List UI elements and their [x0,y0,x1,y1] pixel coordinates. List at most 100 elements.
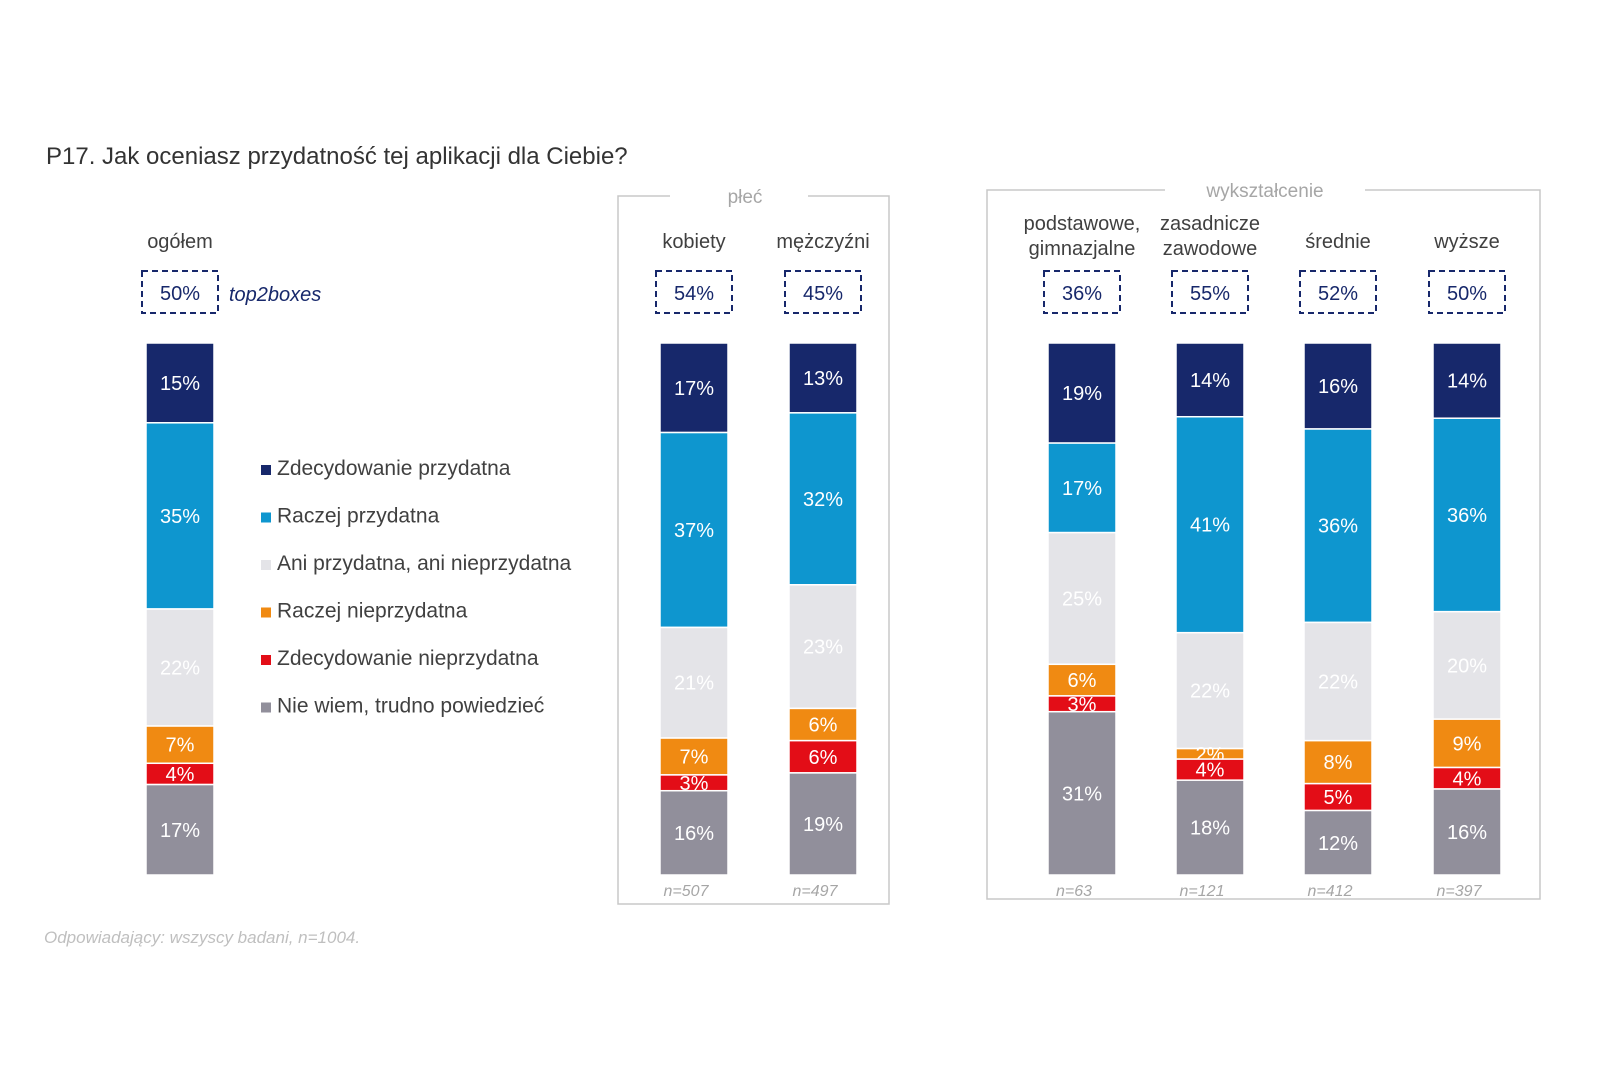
sample-size-label: n=497 [793,883,839,900]
data-label: 36% [1447,505,1487,527]
bar-segment [1047,710,1117,876]
bar-segment [659,431,729,629]
bar-segment [145,608,215,727]
data-label: 36% [1318,516,1358,538]
data-label: 21% [674,673,714,695]
legend: Zdecydowanie przydatna Raczej przydatna An… [261,457,572,718]
bar-segment [1303,809,1373,876]
category-label: wyższe [1433,231,1500,253]
legend-swatch [261,512,271,523]
data-label: 16% [674,823,714,845]
data-label: 22% [1318,672,1358,694]
bar-segment [1432,417,1502,613]
top2boxes-value: 50% [160,283,200,305]
bar-segment [1432,342,1502,419]
data-label: 7% [680,746,709,768]
bar-segment [1432,788,1502,876]
bars-layer: ogółem 50% 15% 35% 22% 7% 4% 17% kobiety 54% 17% 37… [141,213,1506,900]
bar-group-1: kobiety 54% 17% 37% 21% 7% 3% 16% n=507 [655,231,733,900]
bar-segment [1303,428,1373,624]
group-frame-gender: płeć [617,187,890,905]
top2boxes-value: 36% [1062,283,1102,305]
top2boxes-value: 55% [1190,283,1230,305]
sample-size-label: n=397 [1437,883,1483,900]
bar-segment [1175,415,1245,634]
top2boxes-value: 45% [803,283,843,305]
data-label: 19% [803,814,843,836]
data-label: 20% [1447,655,1487,677]
data-label: 14% [1447,371,1487,393]
data-label: 37% [674,520,714,542]
data-label: 17% [160,820,200,842]
bar-segment [1432,718,1502,769]
category-label: kobiety [662,231,725,253]
legend-item: Nie wiem, trudno powiedzieć [261,695,544,718]
data-label: 4% [166,764,195,786]
data-label: 4% [1196,760,1225,782]
sample-size-label: n=63 [1056,883,1092,900]
bar-group-6: wyższe 50% 14% 36% 20% 9% 4% 16% n=397 [1428,231,1506,900]
bar-segment [1303,739,1373,785]
bar-segment [1047,663,1117,697]
bar-segment [1175,779,1245,876]
data-label: 32% [803,489,843,511]
legend-label: Ani przydatna, ani nieprzydatna [277,552,572,575]
group-label-gender: płeć [728,187,763,208]
bar-segment [788,707,858,742]
category-label: zasadnicze [1160,213,1260,235]
legend-label: Raczej nieprzydatna [277,600,468,623]
legend-item: Zdecydowanie przydatna [261,457,511,480]
data-label: 23% [803,637,843,659]
bar-segment [145,725,215,765]
chart-title: P17. Jak oceniasz przydatność tej aplika… [46,143,628,170]
data-label: 4% [1453,768,1482,790]
top2boxes-box [1299,270,1377,314]
bar-segment [1303,621,1373,742]
group-label-education: wykształcenie [1205,181,1323,202]
data-label: 13% [803,368,843,390]
top2boxes-box [141,270,219,314]
bar-segment [788,412,858,586]
category-label: zawodowe [1163,238,1258,260]
bar-segment [1047,342,1117,444]
data-label: 9% [1453,733,1482,755]
category-label: gimnazjalne [1029,238,1136,260]
category-label: mężczyźni [776,231,869,253]
legend-label: Zdecydowanie przydatna [277,457,511,480]
data-label: 22% [1190,681,1230,703]
top2boxes-value: 54% [674,283,714,305]
data-label: 17% [1062,478,1102,500]
group-frame-education: wykształcenie [986,181,1541,900]
legend-swatch [261,655,271,665]
bar-group-2: mężczyźni 45% 13% 32% 23% 6% 6% 19% n=497 [776,231,869,900]
bar-segment [1303,782,1373,812]
top2boxes-box [655,270,733,314]
bar-segment [145,783,215,876]
data-label: 3% [680,773,709,795]
legend-item: Ani przydatna, ani nieprzydatna [261,552,572,575]
bar-segment [788,739,858,774]
top2boxes-box [1428,270,1506,314]
data-label: 41% [1190,515,1230,537]
data-label: 31% [1062,783,1102,805]
data-label: 18% [1190,818,1230,840]
bar-segment [659,789,729,876]
sample-size-label: n=121 [1180,883,1225,900]
bar-segment [788,772,858,876]
data-label: 3% [1068,694,1097,716]
data-label: 6% [809,715,838,737]
category-label: ogółem [147,231,213,253]
top2boxes-box [1171,270,1249,314]
legend-swatch [261,702,271,713]
legend-swatch [261,607,271,618]
data-label: 7% [166,735,195,757]
bar-group-0: ogółem 50% 15% 35% 22% 7% 4% 17% [141,231,219,876]
data-label: 15% [160,373,200,395]
category-label: podstawowe, [1024,213,1141,235]
data-label: 16% [1447,822,1487,844]
data-label: 22% [160,658,200,680]
legend-item: Raczej nieprzydatna [261,600,468,623]
footnote: Odpowiadający: wszyscy badani, n=1004. [44,928,360,947]
legend-label: Raczej przydatna [277,505,440,528]
legend-swatch [261,465,271,475]
